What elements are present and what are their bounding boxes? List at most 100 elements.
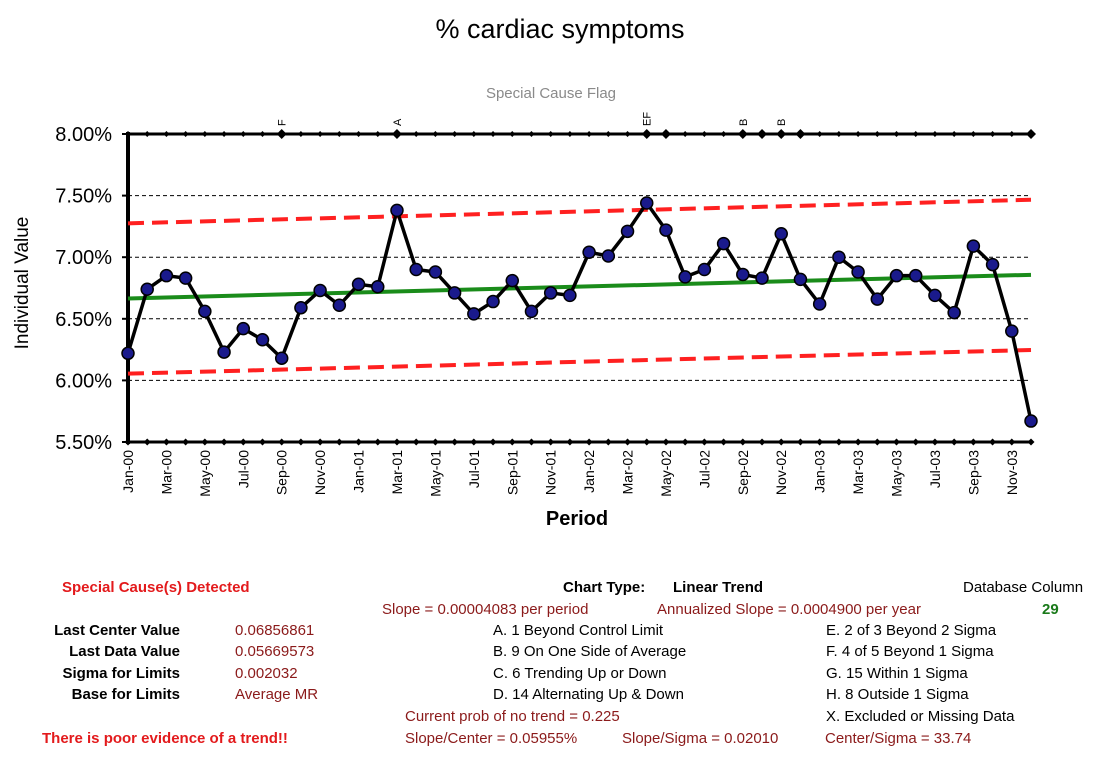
data-point [178, 271, 193, 285]
flag-axis-tick [566, 131, 573, 137]
stat-label: Base for Limits [71, 686, 180, 703]
flag-axis-tick [893, 131, 900, 137]
x-axis-diamond [681, 438, 689, 446]
data-point [755, 271, 769, 285]
data-point [467, 307, 481, 321]
x-axis-diamond [451, 438, 459, 446]
x-tick-label: Mar-02 [620, 450, 636, 495]
x-axis-diamond [489, 438, 497, 446]
flag-axis-tick [182, 131, 189, 137]
annualized-slope: Annualized Slope = 0.0004900 per year [657, 601, 921, 618]
data-point [716, 236, 731, 251]
special-cause-flag-marker [737, 129, 748, 139]
x-axis-diamond [816, 438, 824, 446]
x-tick-label: Nov-00 [312, 450, 328, 495]
stat-label: Sigma for Limits [62, 665, 180, 682]
x-axis-diamond [1027, 438, 1035, 446]
data-point [812, 297, 827, 311]
data-point [1005, 324, 1019, 338]
y-tick-label: 7.50% [55, 186, 112, 208]
x-tick-label: Jan-03 [812, 450, 828, 493]
x-axis-diamond [720, 438, 728, 446]
data-point [159, 268, 174, 283]
stat-value: 0.05669573 [235, 643, 315, 660]
data-point [620, 224, 635, 239]
data-point [217, 345, 231, 359]
special-cause-flag-marker [276, 129, 287, 139]
flag-axis-tick [989, 131, 996, 137]
data-point [371, 280, 385, 294]
data-point [736, 267, 750, 282]
x-axis-diamond [278, 438, 286, 446]
x-axis-diamond [335, 438, 343, 446]
rule-x: X. Excluded or Missing Data [826, 708, 1015, 725]
data-point [428, 265, 443, 279]
x-axis-diamond [547, 438, 555, 446]
x-tick-label: Sep-03 [965, 450, 981, 495]
flag-axis-tick [413, 131, 420, 137]
stat-label: Last Center Value [54, 622, 180, 639]
flag-axis-tick [586, 131, 593, 137]
special-cause-flag-label: F [277, 119, 289, 126]
flag-axis-tick [547, 131, 554, 137]
y-axis-label: Individual Value [12, 217, 33, 350]
x-axis-diamond [355, 438, 363, 446]
flag-axis-tick [163, 131, 170, 137]
x-axis-diamond [258, 438, 266, 446]
flag-axis-tick [374, 131, 381, 137]
x-axis-diamond [796, 438, 804, 446]
x-axis-diamond [220, 438, 228, 446]
data-point [582, 245, 596, 260]
x-axis-diamond [182, 438, 190, 446]
data-point [294, 300, 308, 315]
x-axis-diamond [989, 438, 997, 446]
data-point [543, 286, 558, 300]
x-axis-diamond [431, 438, 439, 446]
data-point [332, 298, 347, 312]
flag-axis-tick [125, 131, 131, 137]
data-point [274, 351, 289, 365]
chart-subtitle: Special Cause Flag [486, 85, 616, 102]
rule-a: A. 1 Beyond Control Limit [493, 622, 664, 639]
x-axis-diamond [585, 438, 593, 446]
data-point [697, 262, 712, 277]
x-axis-diamond [374, 438, 382, 446]
stat-value: Average MR [235, 686, 319, 703]
data-point [889, 268, 904, 283]
y-tick-label: 7.00% [55, 247, 112, 269]
flag-axis-tick [470, 131, 477, 137]
prob-no-trend: Current prob of no trend = 0.225 [405, 708, 620, 725]
special-cause-detected: Special Cause(s) Detected [62, 579, 250, 596]
flag-axis-tick [720, 131, 727, 137]
y-tick-label: 8.00% [55, 124, 112, 146]
data-point [563, 288, 577, 303]
flag-axis-tick [336, 131, 343, 137]
rule-c: C. 6 Trending Up or Down [493, 665, 667, 682]
stat-label: Last Data Value [69, 643, 180, 660]
data-point [947, 305, 961, 320]
y-tick-label: 6.00% [55, 370, 112, 392]
flag-axis-tick [432, 131, 439, 137]
data-point [1024, 414, 1038, 428]
x-axis-diamond [470, 438, 478, 446]
data-point [659, 223, 673, 237]
x-tick-label: Sep-02 [735, 450, 751, 495]
data-point [639, 196, 654, 210]
data-point [255, 332, 270, 347]
center-sigma-ratio: Center/Sigma = 33.74 [825, 730, 972, 747]
special-cause-flag-marker [641, 129, 652, 139]
x-tick-label: Nov-01 [543, 450, 559, 495]
x-axis-diamond [412, 438, 420, 446]
x-tick-label: Sep-01 [504, 450, 520, 495]
x-axis-diamond [527, 438, 535, 446]
data-point [524, 304, 539, 319]
x-axis-diamond [239, 438, 247, 446]
x-axis-label: Period [546, 508, 608, 530]
flag-axis-tick [912, 131, 919, 137]
flag-axis-tick [240, 131, 247, 137]
data-point [832, 250, 846, 264]
flag-axis-tick [509, 131, 516, 137]
flag-axis-tick [355, 131, 362, 137]
x-axis-diamond [297, 438, 305, 446]
